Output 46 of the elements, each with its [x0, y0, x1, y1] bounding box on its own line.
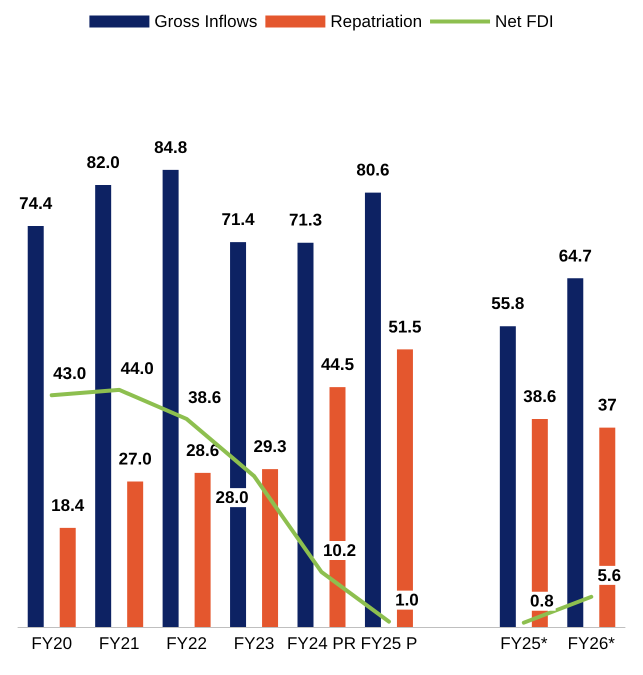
data-label: 44.5: [320, 355, 354, 374]
data-label: 27.0: [118, 449, 152, 468]
bar: [162, 170, 179, 627]
bar: [364, 192, 381, 627]
x-tick-label: FY23: [234, 634, 274, 653]
legend-label: Gross Inflows: [154, 12, 258, 31]
data-label: 43.0: [53, 364, 86, 384]
data-label: 29.3: [254, 437, 287, 456]
data-label: 80.6: [356, 160, 390, 180]
bar: [262, 469, 278, 627]
data-label: 37: [598, 396, 617, 415]
x-tick-label: FY25*: [500, 634, 548, 653]
bar: [95, 185, 112, 627]
x-tick-label: FY22: [166, 634, 207, 653]
data-label: 1.0: [395, 590, 419, 610]
data-label: 55.8: [491, 294, 524, 314]
legend-label: Net FDI: [495, 12, 554, 31]
bar: [194, 472, 211, 627]
data-label: 44.0: [120, 358, 154, 378]
data-label: 71.3: [288, 210, 322, 230]
bar: [28, 226, 44, 627]
data-label: 84.8: [154, 138, 188, 157]
data-label: 5.6: [597, 566, 622, 585]
bar: [298, 242, 314, 627]
x-tick-label: FY24 PR: [287, 634, 356, 653]
x-tick-label: FY25 P: [360, 634, 418, 653]
legend-label: Repatriation: [330, 12, 422, 31]
bar: [500, 326, 516, 627]
data-label: 71.4: [222, 210, 256, 230]
data-label: 64.7: [558, 246, 592, 266]
data-label: 28.6: [186, 440, 220, 460]
x-tick-label: FY20: [31, 634, 72, 653]
data-label: 38.6: [188, 388, 222, 407]
x-tick-label: FY26*: [568, 634, 616, 653]
x-tick-label: FY21: [98, 634, 140, 653]
data-label: 28.0: [216, 488, 249, 508]
bar: [60, 528, 76, 627]
data-label: 18.4: [51, 496, 85, 515]
data-label: 38.6: [523, 386, 556, 406]
data-label: 51.5: [388, 317, 422, 336]
data-label: 82.0: [86, 153, 120, 172]
data-label: 74.4: [19, 194, 53, 213]
bar: [567, 278, 584, 627]
bar: [127, 481, 144, 627]
data-label: 0.8: [530, 592, 554, 611]
data-label: 10.2: [322, 541, 356, 560]
